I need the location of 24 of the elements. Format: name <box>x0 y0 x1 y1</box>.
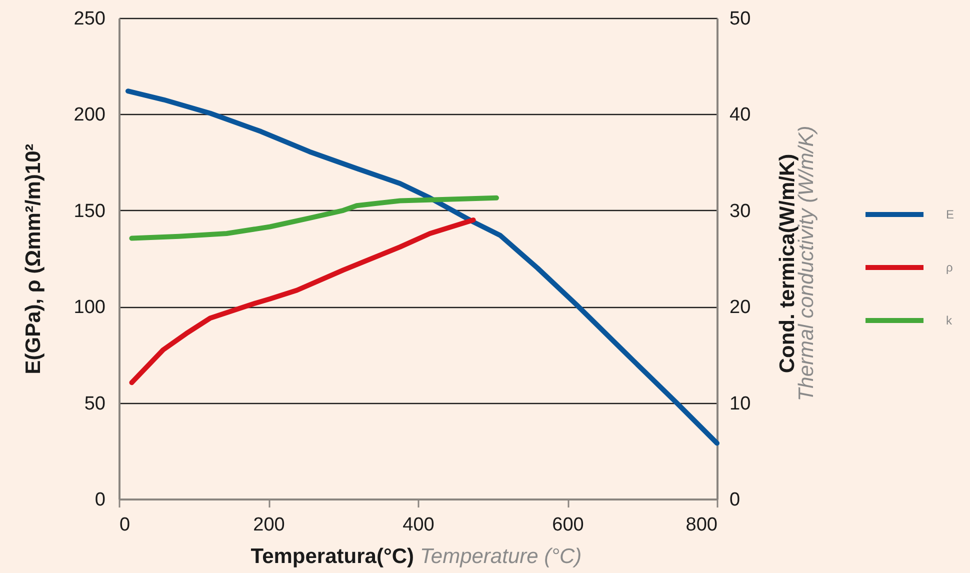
x-tick-label: 600 <box>552 514 584 536</box>
y-axis-title: E(GPa), ρ (Ωmm²/m)10² <box>22 144 45 374</box>
x-tick-label: 200 <box>253 514 285 536</box>
x-tick-label: 0 <box>120 514 130 536</box>
y-tick-label: 50 <box>84 393 106 414</box>
y-tick-label: 100 <box>74 297 106 318</box>
x-tick-label: 400 <box>402 514 434 536</box>
x-tick-label: 800 <box>686 514 718 536</box>
y2-tick-label: 50 <box>730 8 751 30</box>
y2-tick-label: 0 <box>730 490 740 510</box>
text: Temperatura(°C) <box>250 545 414 568</box>
y2-tick-label: 30 <box>730 200 751 222</box>
legend-label: ρ <box>946 260 953 274</box>
y2-tick-label: 40 <box>730 104 751 126</box>
text: Cond. termica(W/m/K) <box>776 154 799 374</box>
y2-tick-label: 10 <box>730 393 751 414</box>
y-tick-label: 200 <box>74 104 106 126</box>
y-tick-label: 250 <box>74 8 106 30</box>
y2-tick-label: 20 <box>730 297 751 318</box>
y-tick-label: 150 <box>74 200 106 222</box>
text: Temperature (°C) <box>420 545 582 568</box>
legend-label: E <box>946 208 954 222</box>
y-tick-label: 0 <box>94 490 106 510</box>
legend-label: k <box>946 314 953 328</box>
